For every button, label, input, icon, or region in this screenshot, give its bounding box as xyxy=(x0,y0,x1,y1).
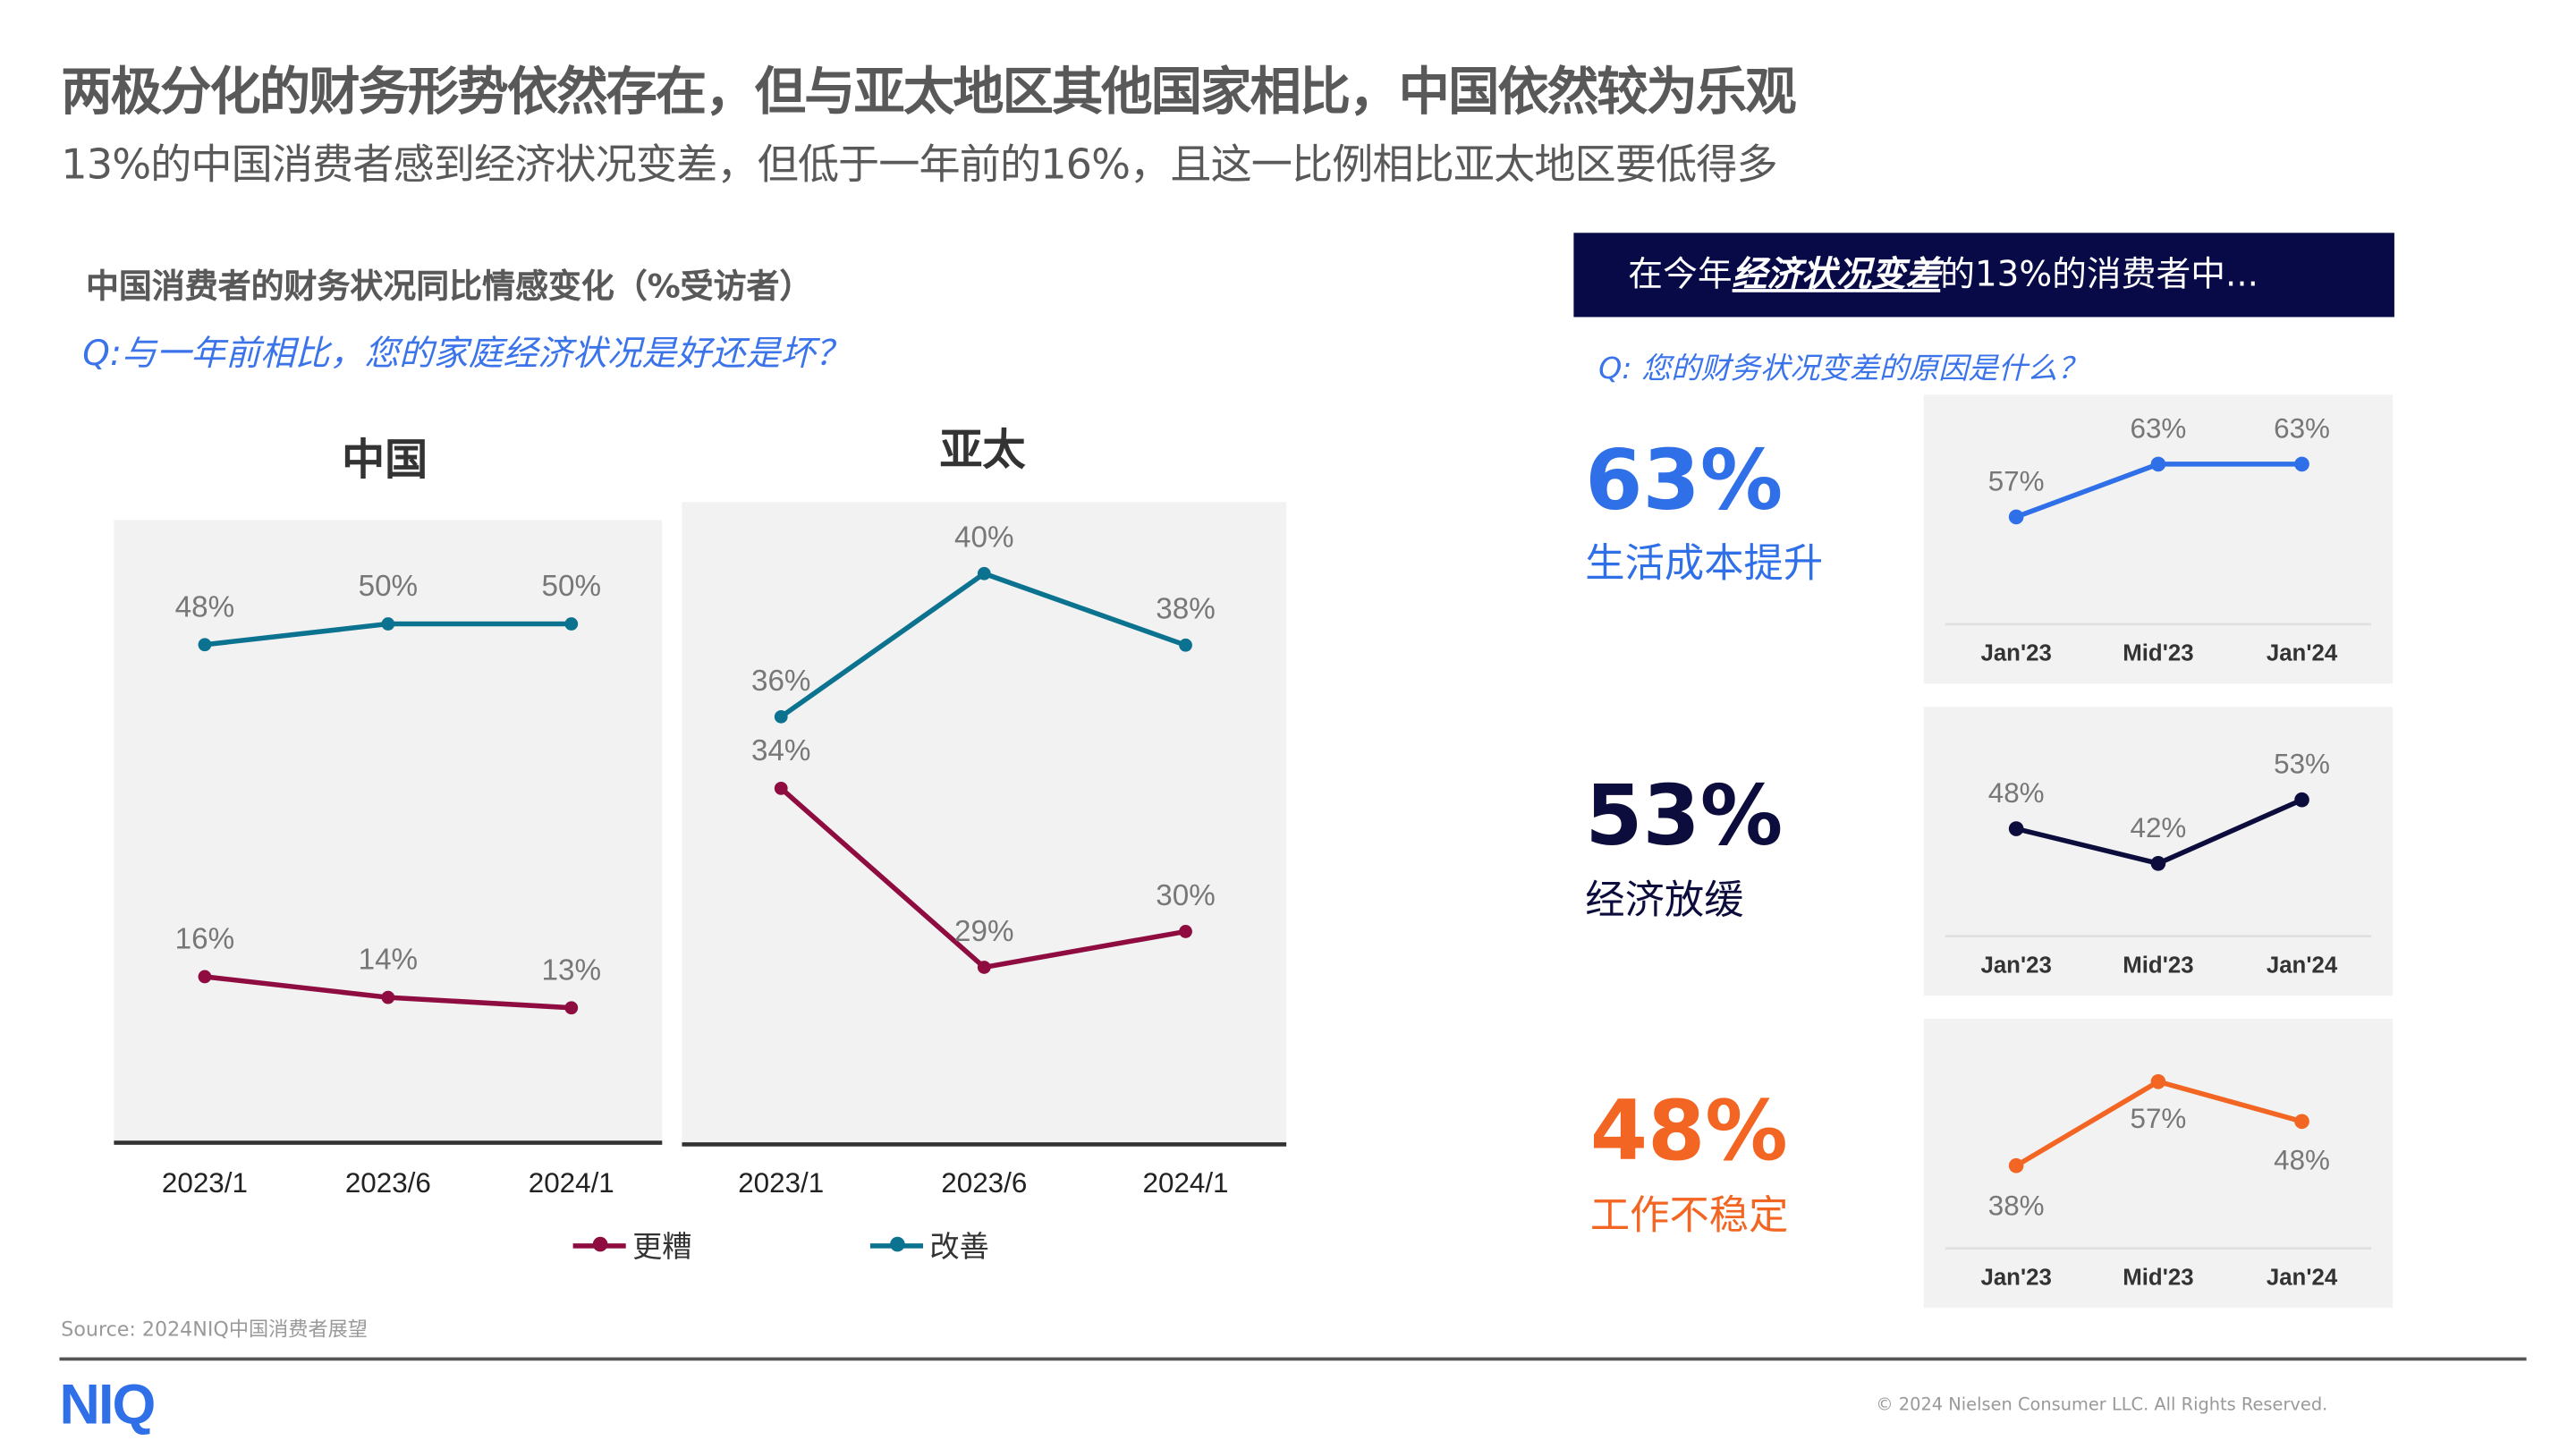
x-tick-label: Mid'23 xyxy=(2123,640,2193,665)
legend-item-better: 改善 xyxy=(869,1224,989,1267)
data-point xyxy=(2150,456,2166,472)
data-label: 48% xyxy=(175,590,234,623)
data-label: 50% xyxy=(542,570,602,603)
source-note: Source: 2024NIQ中国消费者展望 xyxy=(61,1318,368,1342)
data-label: 16% xyxy=(175,923,234,956)
legend-label: 改善 xyxy=(929,1230,989,1266)
legend-item-worse: 更糟 xyxy=(572,1224,692,1267)
data-label: 14% xyxy=(359,944,418,977)
data-label: 38% xyxy=(1156,593,1216,626)
plot-background xyxy=(1923,394,2394,684)
data-point xyxy=(977,566,991,580)
slide-title: 两极分化的财务形势依然存在，但与亚太地区其他国家相比，中国依然较为乐观 xyxy=(61,63,1796,123)
data-point xyxy=(564,617,579,631)
reason-label: 工作不稳定 xyxy=(1589,1191,1789,1239)
reason-pct: 63% xyxy=(1585,432,1784,529)
data-point xyxy=(198,638,212,652)
data-label: 50% xyxy=(359,570,418,603)
data-point xyxy=(2150,856,2166,871)
question-2: Q: 您的财务状况变差的原因是什么？ xyxy=(1598,352,2088,386)
x-tick-label: Jan'24 xyxy=(2267,640,2338,665)
reason-label: 经济放缓 xyxy=(1585,877,1744,923)
data-point xyxy=(2294,792,2309,808)
banner-suffix: 的13%的消费者中... xyxy=(1940,254,2258,294)
data-point xyxy=(1179,925,1192,938)
reason-label: 生活成本提升 xyxy=(1585,539,1824,587)
x-tick-label: Jan'23 xyxy=(1980,1265,2051,1290)
footer-divider xyxy=(59,1357,2527,1360)
niq-logo: NIQ xyxy=(59,1373,156,1437)
chart-title: 中国消费者的财务状况同比情感变化（%受访者） xyxy=(85,266,813,306)
x-tick-label: Jan'23 xyxy=(1980,640,2051,665)
data-point xyxy=(774,709,788,724)
data-label: 48% xyxy=(1988,777,2045,809)
data-label: 34% xyxy=(751,734,811,767)
data-label: 63% xyxy=(2274,412,2330,444)
data-label: 63% xyxy=(2131,412,2187,444)
data-point xyxy=(2008,509,2024,525)
data-label: 40% xyxy=(954,521,1014,555)
plot-background xyxy=(1923,707,2394,996)
data-label: 53% xyxy=(2274,749,2330,780)
x-tick-label: 2023/6 xyxy=(345,1167,431,1199)
x-tick-label: Jan'23 xyxy=(1980,953,2051,978)
panel-title-apac: 亚太 xyxy=(939,426,1026,476)
legend-swatch-better xyxy=(869,1236,923,1252)
x-tick-label: 2024/1 xyxy=(1143,1167,1229,1199)
banner: 在今年经济状况变差的13%的消费者中... xyxy=(1573,233,2394,318)
x-tick-label: 2023/1 xyxy=(162,1167,248,1199)
data-point xyxy=(1179,638,1192,652)
copyright: © 2024 Nielsen Consumer LLC. All Rights … xyxy=(1876,1394,2328,1416)
data-label: 57% xyxy=(1988,465,2045,496)
data-label: 38% xyxy=(1988,1191,2045,1222)
x-tick-label: Mid'23 xyxy=(2123,1265,2193,1290)
x-tick-label: 2024/1 xyxy=(529,1167,614,1199)
data-point xyxy=(2008,821,2024,836)
plot-background xyxy=(682,502,1287,1143)
legend-label: 更糟 xyxy=(632,1230,692,1266)
data-label: 30% xyxy=(1156,879,1216,912)
reason-pct: 53% xyxy=(1585,767,1784,864)
data-point xyxy=(2294,1114,2309,1130)
data-label: 42% xyxy=(2131,812,2187,843)
reason-pct: 48% xyxy=(1589,1083,1788,1180)
plot-background xyxy=(1923,1019,2394,1309)
slide-subtitle: 13%的中国消费者感到经济状况变差，但低于一年前的16%，且这一比例相比亚太地区… xyxy=(61,140,1777,189)
data-label: 36% xyxy=(751,665,811,698)
data-point xyxy=(977,961,991,974)
banner-prefix: 在今年 xyxy=(1628,254,1733,294)
panel-title-china: 中国 xyxy=(342,436,428,486)
x-tick-label: 2023/1 xyxy=(738,1167,824,1199)
data-point xyxy=(2008,1157,2024,1174)
data-point xyxy=(774,781,788,795)
data-label: 48% xyxy=(2274,1144,2330,1175)
data-label: 57% xyxy=(2131,1103,2187,1134)
x-tick-label: 2023/6 xyxy=(941,1167,1027,1199)
data-point xyxy=(381,617,395,631)
x-tick-label: Jan'24 xyxy=(2267,1265,2338,1290)
data-point xyxy=(381,990,395,1004)
x-tick-label: Jan'24 xyxy=(2267,953,2338,978)
data-point xyxy=(198,970,212,984)
banner-emphasis: 经济状况变差 xyxy=(1732,254,1941,294)
legend-swatch-worse xyxy=(572,1236,626,1252)
data-point xyxy=(2150,1073,2166,1089)
data-point xyxy=(2294,456,2309,472)
data-point xyxy=(564,1001,579,1015)
data-label: 13% xyxy=(542,953,602,987)
data-label: 29% xyxy=(954,915,1014,948)
question-1: Q:与一年前相比，您的家庭经济状况是好还是坏？ xyxy=(82,333,851,374)
x-tick-label: Mid'23 xyxy=(2123,953,2193,978)
